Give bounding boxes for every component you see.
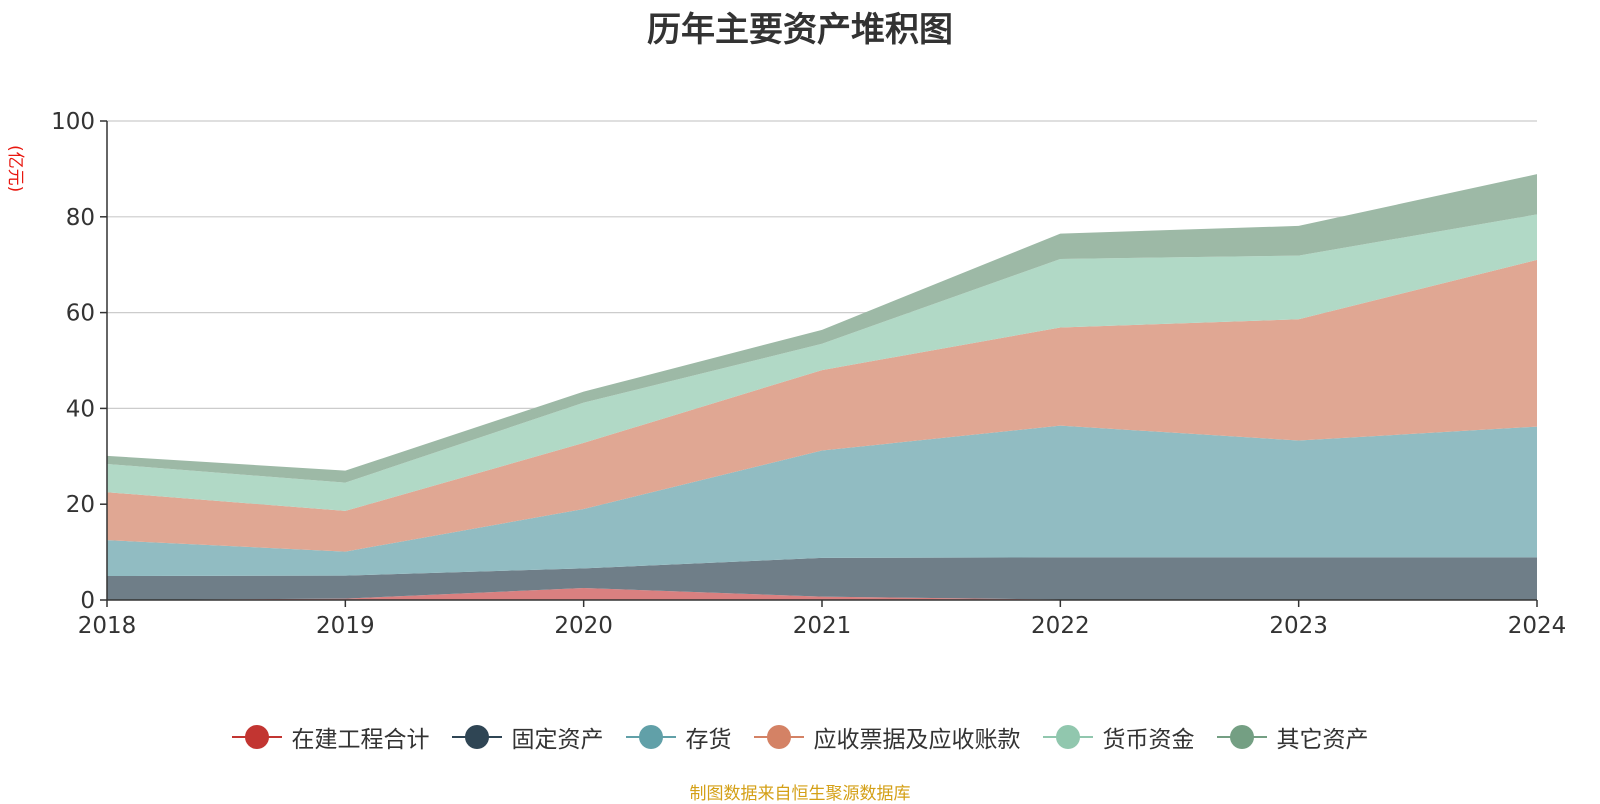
y-tick-label: 0: [80, 588, 95, 614]
chart-title: 历年主要资产堆积图: [647, 10, 953, 50]
x-tick-label: 2021: [793, 613, 852, 639]
source-note: 制图数据来自恒生聚源数据库: [689, 784, 911, 804]
legend-label: 货币资金: [1102, 727, 1195, 753]
legend-item[interactable]: 在建工程合计: [231, 720, 430, 754]
legend-item[interactable]: 货币资金: [1042, 720, 1195, 754]
x-tick-label: 2024: [1508, 613, 1567, 639]
legend-marker-icon: [1042, 725, 1093, 749]
area-series-5: [107, 174, 1537, 483]
legend-marker-icon: [231, 725, 282, 749]
y-tick-label: 80: [66, 205, 95, 231]
legend-label: 存货: [685, 727, 732, 753]
legend-label: 其它资产: [1276, 727, 1369, 753]
legend-item[interactable]: 存货: [625, 720, 732, 754]
legend-item[interactable]: 固定资产: [451, 720, 604, 754]
legend-marker-icon: [1216, 725, 1267, 749]
legend-marker-icon: [753, 725, 804, 749]
area-series-2: [107, 425, 1537, 577]
legend-label: 应收票据及应收账款: [813, 727, 1021, 753]
legend-label: 在建工程合计: [291, 727, 430, 753]
y-tick-label: 40: [66, 396, 95, 422]
legend-item[interactable]: 其它资产: [1216, 720, 1369, 754]
x-tick-label: 2020: [554, 613, 613, 639]
legend-marker-icon: [625, 725, 676, 749]
area-series-0: [107, 588, 1537, 600]
y-tick-label: 20: [66, 492, 95, 518]
legend: 在建工程合计 固定资产 存货 应收票据及应收账款 货币资金 其它资产: [0, 720, 1600, 754]
y-tick-label: 60: [66, 301, 95, 327]
y-tick-label: 100: [51, 109, 95, 135]
area-series-4: [107, 214, 1537, 511]
legend-marker-icon: [451, 725, 502, 749]
x-tick-label: 2022: [1031, 613, 1090, 639]
area-series-1: [107, 557, 1537, 600]
x-tick-label: 2023: [1269, 613, 1328, 639]
area-series: [107, 174, 1537, 600]
legend-label: 固定资产: [511, 727, 604, 753]
area-series-3: [107, 259, 1537, 552]
legend-item[interactable]: 应收票据及应收账款: [753, 720, 1021, 754]
x-tick-label: 2019: [316, 613, 375, 639]
axes: 0 20 40 60 80 100 2018 2019 2020 2021 2022 2023 2024: [51, 109, 1566, 639]
x-tick-label: 2018: [78, 613, 137, 639]
